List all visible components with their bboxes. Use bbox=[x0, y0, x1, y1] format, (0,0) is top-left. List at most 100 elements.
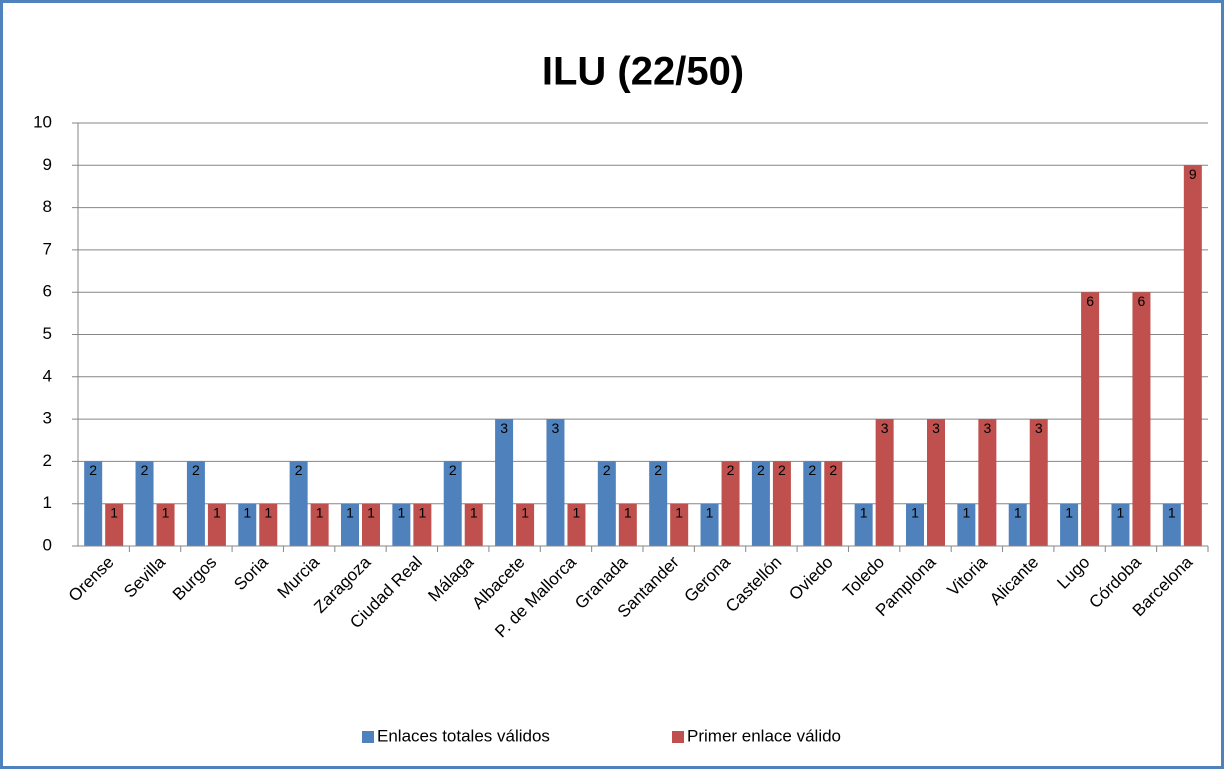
bar bbox=[1060, 503, 1079, 546]
y-tick-label: 3 bbox=[43, 409, 52, 428]
bar bbox=[443, 461, 462, 546]
data-label: 1 bbox=[418, 504, 426, 520]
data-label: 2 bbox=[295, 462, 303, 478]
data-label: 2 bbox=[449, 462, 457, 478]
y-tick-label: 6 bbox=[43, 282, 52, 301]
data-label: 2 bbox=[192, 462, 200, 478]
bar bbox=[1111, 503, 1130, 546]
data-label: 3 bbox=[500, 420, 508, 436]
bar bbox=[341, 503, 359, 546]
bar bbox=[1029, 419, 1048, 546]
bar bbox=[238, 503, 257, 546]
legend-swatch bbox=[672, 731, 684, 743]
data-label: 1 bbox=[397, 504, 405, 520]
data-label: 3 bbox=[552, 420, 560, 436]
bar bbox=[803, 461, 822, 546]
bar bbox=[105, 503, 124, 546]
data-label: 1 bbox=[213, 504, 221, 520]
bar bbox=[546, 419, 565, 546]
data-label: 2 bbox=[654, 462, 662, 478]
bar bbox=[875, 419, 894, 546]
data-label: 1 bbox=[911, 504, 919, 520]
bar bbox=[772, 461, 791, 546]
data-label: 1 bbox=[162, 504, 170, 520]
bar bbox=[464, 503, 483, 546]
bar bbox=[1162, 503, 1181, 546]
bar bbox=[259, 503, 278, 546]
bar bbox=[567, 503, 586, 546]
data-label: 1 bbox=[367, 504, 375, 520]
data-label: 2 bbox=[603, 462, 611, 478]
data-label: 1 bbox=[264, 504, 272, 520]
bar bbox=[135, 461, 154, 546]
bar bbox=[854, 503, 873, 546]
bar bbox=[362, 503, 380, 546]
bar bbox=[824, 461, 843, 546]
data-label: 3 bbox=[932, 420, 940, 436]
data-label: 6 bbox=[1138, 293, 1146, 309]
y-tick-label: 5 bbox=[43, 324, 52, 343]
bar bbox=[392, 503, 411, 546]
bar bbox=[495, 419, 514, 546]
chart-title: ILU (22/50) bbox=[542, 50, 744, 94]
legend-swatch bbox=[362, 731, 374, 743]
data-label: 1 bbox=[1065, 504, 1073, 520]
bar bbox=[1008, 503, 1027, 546]
bar bbox=[413, 503, 432, 546]
data-label: 1 bbox=[860, 504, 868, 520]
data-label: 2 bbox=[757, 462, 765, 478]
data-label: 2 bbox=[829, 462, 837, 478]
data-label: 1 bbox=[243, 504, 251, 520]
data-label: 2 bbox=[778, 462, 786, 478]
bar bbox=[1132, 292, 1151, 546]
data-label: 1 bbox=[624, 504, 632, 520]
data-label: 3 bbox=[881, 420, 889, 436]
data-label: 1 bbox=[1014, 504, 1022, 520]
legend-label: Primer enlace válido bbox=[687, 726, 841, 745]
bar bbox=[700, 503, 719, 546]
data-label: 2 bbox=[89, 462, 97, 478]
data-label: 1 bbox=[1117, 504, 1125, 520]
y-tick-label: 0 bbox=[43, 535, 52, 554]
data-label: 1 bbox=[470, 504, 478, 520]
data-label: 1 bbox=[1168, 504, 1176, 520]
bar bbox=[597, 461, 616, 546]
bar bbox=[649, 461, 668, 546]
data-label: 3 bbox=[1035, 420, 1043, 436]
bar bbox=[670, 503, 689, 546]
data-label: 1 bbox=[521, 504, 529, 520]
y-tick-label: 4 bbox=[43, 366, 52, 385]
bar bbox=[906, 503, 924, 546]
y-tick-label: 1 bbox=[43, 493, 52, 512]
bar bbox=[310, 503, 329, 546]
bar bbox=[156, 503, 175, 546]
data-label: 2 bbox=[727, 462, 735, 478]
data-label: 1 bbox=[675, 504, 683, 520]
bar bbox=[1081, 292, 1100, 546]
y-tick-label: 8 bbox=[43, 197, 52, 216]
bar bbox=[618, 503, 637, 546]
data-label: 1 bbox=[110, 504, 118, 520]
data-label: 2 bbox=[808, 462, 816, 478]
data-label: 3 bbox=[983, 420, 991, 436]
bar bbox=[207, 503, 226, 546]
bar bbox=[289, 461, 308, 546]
data-label: 9 bbox=[1189, 166, 1197, 182]
bar bbox=[186, 461, 205, 546]
bar bbox=[516, 503, 535, 546]
y-tick-label: 9 bbox=[43, 155, 52, 174]
bar bbox=[721, 461, 740, 546]
y-tick-label: 7 bbox=[43, 239, 52, 258]
bar bbox=[978, 419, 997, 546]
data-label: 6 bbox=[1086, 293, 1094, 309]
bar bbox=[927, 419, 945, 546]
y-tick-label: 2 bbox=[43, 451, 52, 470]
data-label: 1 bbox=[962, 504, 970, 520]
data-label: 1 bbox=[346, 504, 354, 520]
data-label: 1 bbox=[573, 504, 581, 520]
data-label: 1 bbox=[706, 504, 714, 520]
y-tick-label: 10 bbox=[33, 112, 52, 131]
